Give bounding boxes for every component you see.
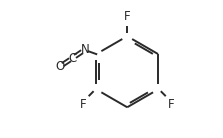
Text: F: F — [80, 98, 86, 111]
Text: N: N — [81, 43, 89, 56]
Text: O: O — [56, 60, 65, 73]
Text: F: F — [168, 98, 175, 111]
Text: C: C — [68, 52, 77, 65]
Text: F: F — [124, 10, 130, 22]
